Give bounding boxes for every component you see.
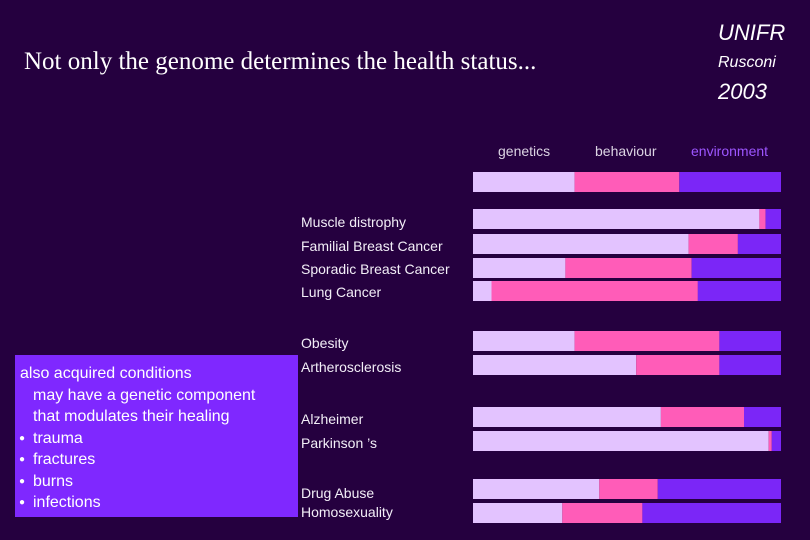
bar-row-1-genetics xyxy=(473,209,760,229)
bar-legend-behaviour xyxy=(574,172,680,192)
box-text-line: also acquired conditions xyxy=(20,365,192,382)
bullet-dot-icon: ● xyxy=(19,432,26,444)
box-text-line: may have a genetic component xyxy=(33,386,256,404)
bullet-text: infections xyxy=(33,494,101,511)
bar-row-2-genetics xyxy=(473,234,689,254)
bar-row-10-genetics xyxy=(473,503,563,523)
bar-row-4-environment xyxy=(697,281,781,301)
bar-row-9-behaviour xyxy=(599,479,658,499)
bar-row-8-environment xyxy=(771,431,781,451)
bullet-text: fractures xyxy=(33,451,96,468)
bar-row-1-behaviour xyxy=(759,209,766,229)
bar-row-5-behaviour xyxy=(574,331,720,351)
year-label: 2003 xyxy=(718,79,767,104)
row-label-parkinsons: Parkinson ’s xyxy=(301,435,378,451)
bar-row-6-behaviour xyxy=(636,355,720,375)
bar-legend-genetics xyxy=(473,172,575,192)
bar-row-7-behaviour xyxy=(660,407,745,427)
bullet-dot-icon: ● xyxy=(19,454,26,465)
row-label-lung-cancer: Lung Cancer xyxy=(301,284,382,300)
bar-row-8-behaviour xyxy=(768,431,772,451)
box-text-line: that modulates their healing xyxy=(33,408,230,425)
row-label-muscle-distrophy: Muscle distrophy xyxy=(301,214,407,230)
row-label-alzheimer: Alzheimer xyxy=(301,411,364,427)
bar-row-7-environment xyxy=(744,407,781,427)
bullet-dot-icon: ● xyxy=(19,497,26,508)
legend-behaviour: behaviour xyxy=(595,143,657,159)
bullet-text: trauma xyxy=(33,429,83,447)
author-label: Rusconi xyxy=(718,54,776,71)
bar-row-2-behaviour xyxy=(688,234,738,254)
bar-row-3-genetics xyxy=(473,258,566,278)
row-label-homosexuality: Homosexuality xyxy=(301,504,393,520)
bar-row-3-behaviour xyxy=(565,258,692,278)
bar-row-9-genetics xyxy=(473,479,600,499)
bullet-item-burns: ● burns xyxy=(15,471,298,493)
acquired-conditions-box: also acquired conditions may have a gene… xyxy=(15,355,298,517)
row-label-drug-abuse: Drug Abuse xyxy=(301,485,375,501)
bullet-item-trauma: ● trauma xyxy=(15,428,298,450)
bar-row-3-environment xyxy=(691,258,781,278)
bar-row-1-environment xyxy=(765,209,781,229)
bar-row-4-genetics xyxy=(473,281,492,301)
bar-row-6-environment xyxy=(719,355,781,375)
bullet-item-fractures: ● fractures xyxy=(15,449,298,471)
bar-row-6-genetics xyxy=(473,355,637,375)
bar-row-5-environment xyxy=(719,331,781,351)
bar-row-10-behaviour xyxy=(562,503,643,523)
bullet-dot-icon: ● xyxy=(19,475,26,487)
bar-row-9-environment xyxy=(657,479,781,499)
bar-row-10-environment xyxy=(642,503,781,523)
bar-row-2-environment xyxy=(737,234,781,254)
bar-legend-environment xyxy=(679,172,781,192)
bar-row-4-behaviour xyxy=(491,281,698,301)
row-label-obesity: Obesity xyxy=(301,335,349,351)
bullet-text: burns xyxy=(33,472,74,490)
row-label-familial-breast-cancer: Familial Breast Cancer xyxy=(301,238,443,254)
slide-title: Not only the genome determines the healt… xyxy=(24,48,537,75)
bar-row-5-genetics xyxy=(473,331,575,351)
bullet-item-infections: ● infections xyxy=(15,492,298,514)
bar-row-7-genetics xyxy=(473,407,661,427)
legend-genetics: genetics xyxy=(498,143,551,159)
row-label-artherosclerosis: Artherosclerosis xyxy=(301,359,402,375)
row-label-sporadic-breast-cancer: Sporadic Breast Cancer xyxy=(301,261,450,277)
bar-row-8-genetics xyxy=(473,431,769,451)
org-label: UNIFR xyxy=(718,20,786,45)
legend-environment: environment xyxy=(691,143,769,159)
